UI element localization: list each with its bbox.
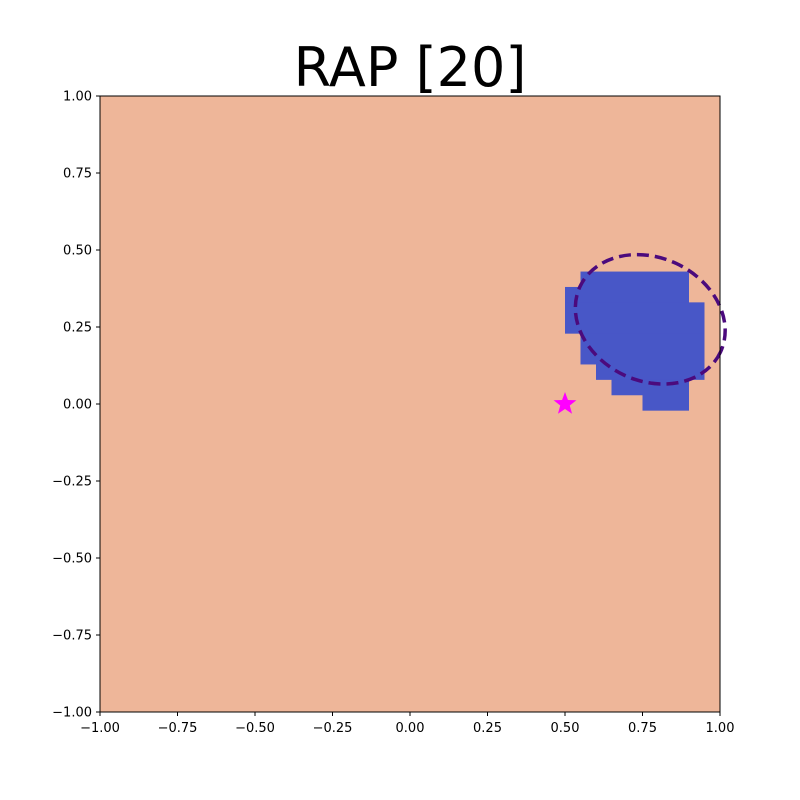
x-tick-label: −0.50 [235, 721, 275, 736]
y-tick-label: 1.00 [63, 90, 92, 105]
y-tick-label: −0.75 [52, 629, 92, 644]
y-tick-label: 0.50 [63, 244, 92, 259]
x-tick-label: −1.00 [80, 721, 120, 736]
y-tick-label: 0.00 [63, 398, 92, 413]
region-band-1 [565, 286, 689, 303]
star-marker [553, 392, 577, 414]
region-band-0 [580, 271, 689, 288]
region-band-6 [642, 394, 689, 411]
y-tick-label: −0.25 [52, 475, 92, 490]
y-tick-label: −0.50 [52, 552, 92, 567]
y-tick-label: 0.75 [63, 167, 92, 182]
x-tick-label: 0.25 [473, 721, 502, 736]
plot-area [100, 96, 727, 712]
background-region [100, 96, 720, 712]
x-tick-label: 0.00 [396, 721, 425, 736]
x-tick-label: 0.75 [628, 721, 657, 736]
region-band-2 [565, 302, 705, 334]
region-band-4 [596, 363, 705, 380]
x-tick-label: −0.75 [158, 721, 198, 736]
axes: −1.00 −0.75 −0.50 −0.25 0.00 0.25 0.50 0.75 1.00… [52, 90, 734, 737]
y-tick-label: −1.00 [52, 706, 92, 721]
region-band-3 [580, 333, 705, 365]
x-tick-label: −0.25 [313, 721, 353, 736]
y-tick-label: 0.25 [63, 321, 92, 336]
chart-title: RAP [20] [294, 36, 527, 99]
x-tick-label: 1.00 [706, 721, 735, 736]
x-tick-label: 0.50 [551, 721, 580, 736]
